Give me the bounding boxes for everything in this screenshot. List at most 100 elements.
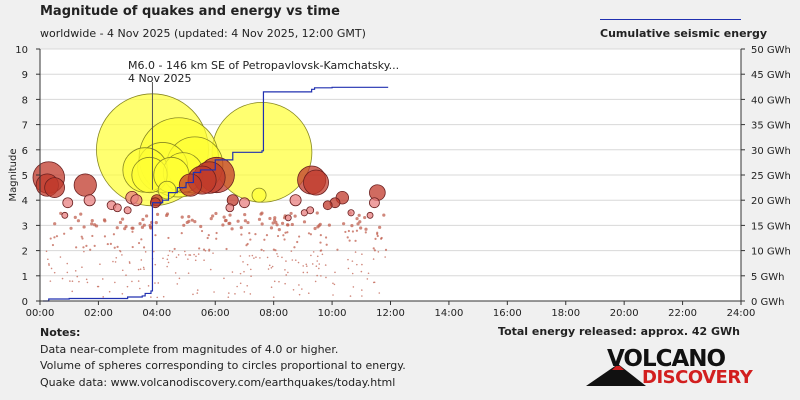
small-quake [347,229,350,233]
small-quake [143,268,145,271]
small-quake [249,293,252,295]
small-quake [209,268,212,271]
small-quake [53,222,57,226]
small-quake [352,286,355,288]
small-quake [51,243,55,247]
small-quake [273,280,276,283]
y-tick-label: 0 [22,297,28,308]
small-quake [128,261,131,263]
quake-bubble [303,169,329,196]
small-quake [142,266,145,269]
small-quake [319,234,322,237]
small-quake [270,267,273,269]
energy-series [42,86,389,302]
energy-line [42,86,389,302]
small-quake [284,231,287,234]
y2-tick-label: 50 GWh [751,45,791,56]
small-quake [298,284,300,286]
small-quake [384,248,388,251]
quake-bubble [130,194,143,207]
small-quake [93,244,96,247]
small-quake [59,211,63,215]
small-quake [53,236,56,239]
small-quake [276,253,278,255]
quake-bubble [61,211,69,219]
small-quake [318,263,321,265]
small-quake [354,239,357,242]
quake-bubble [251,187,267,203]
small-quake [236,285,238,288]
small-quake [301,288,303,290]
small-quake [206,236,209,240]
logo-text-top: VOLCANO [607,346,726,372]
small-quake [142,246,146,249]
quake-bubble [239,197,250,209]
small-quake [49,280,52,282]
quake-bubble [113,203,122,213]
small-quake [263,238,266,241]
small-quake [336,248,339,251]
small-quake [198,247,201,250]
small-quake [384,256,386,258]
small-quake [253,257,255,259]
small-quake [354,251,357,253]
small-quake [367,272,370,275]
small-quake [246,263,249,266]
small-quake [167,254,170,257]
small-quake [272,296,275,298]
notes-heading: Notes: [40,326,81,339]
small-quake [257,217,262,221]
small-quake [349,295,352,297]
small-quake [180,215,184,219]
small-quake [212,252,214,254]
small-quake [273,216,277,220]
small-quake [91,234,94,238]
small-quake [332,294,334,296]
small-quake [112,233,116,236]
small-quake [283,238,286,241]
small-quake [196,292,199,294]
small-quake [156,296,159,299]
small-quake [293,214,297,218]
small-quake [360,270,363,273]
small-quake [316,255,319,258]
small-quake [154,221,158,225]
small-quake [63,232,66,235]
quake-bubble [73,173,97,197]
small-quake [366,278,369,280]
small-quake [242,261,244,263]
legend-line [600,19,741,20]
small-quake [90,222,94,226]
small-quake [268,264,271,267]
volcano-icon [586,364,646,386]
small-quake [187,258,189,260]
quake-bubble [347,209,355,217]
small-quake [259,212,263,216]
small-quake [137,280,140,282]
small-quake [81,237,84,240]
quake-bubble [300,209,308,217]
small-quake [112,260,114,263]
volcanodiscovery-logo[interactable]: VOLCANO DISCOVERY [586,346,756,392]
small-quake [292,288,295,291]
small-quake [359,226,363,230]
small-quake [231,271,234,273]
small-quake [131,230,134,233]
small-quake [195,255,197,258]
small-quake [347,267,350,270]
small-quake [150,296,152,298]
annotation-line2: 4 Nov 2025 [128,72,191,85]
small-quake [290,250,293,252]
small-quake [284,269,286,271]
small-quake [184,254,187,256]
small-quake [199,224,203,229]
small-quake [140,225,145,229]
y-tick-label: 2 [22,247,28,258]
x-tick-label: 00:00 [26,308,55,319]
small-quake [284,282,286,285]
small-quake [78,280,80,283]
x-tick-label: 24:00 [727,308,756,319]
y-tick-label: 10 [15,45,28,56]
small-quake [278,280,280,283]
small-quake [224,218,228,223]
